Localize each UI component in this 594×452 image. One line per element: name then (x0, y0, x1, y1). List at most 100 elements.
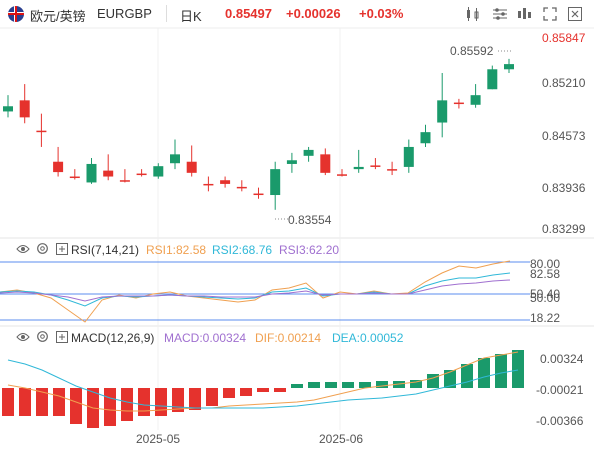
macd-histogram-bar (53, 388, 65, 416)
price-axis-label-top: 0.85847 (542, 31, 586, 45)
close-icon[interactable] (566, 5, 584, 23)
rsi1-line (0, 260, 511, 323)
macd-histogram-bar (410, 380, 422, 388)
price-axis-label: 0.83936 (542, 181, 586, 195)
candle-body (437, 100, 448, 123)
chart-type-icon[interactable] (464, 5, 482, 23)
rsi-title: RSI(7,14,21) (71, 243, 140, 257)
candle-body (487, 69, 498, 90)
candle-body (337, 174, 347, 176)
macd-histogram-bar (70, 388, 82, 424)
macd-histogram-bar (257, 388, 269, 392)
rsi-axis-label: 50.40 (530, 287, 561, 301)
flag-icon (8, 6, 24, 22)
rsi-axis-label: 18.22 (530, 311, 561, 325)
macd-histogram-bar (240, 388, 252, 396)
macd-histogram-bar (427, 374, 439, 388)
low-annotation: 0.83554 (288, 213, 332, 227)
macd-histogram-bar (512, 350, 524, 388)
candle-body (103, 170, 114, 177)
indicator-icon[interactable] (516, 5, 534, 23)
settings-gear-icon[interactable] (36, 242, 49, 258)
candle-body (470, 95, 481, 105)
rsi-series (0, 260, 511, 323)
pair-code[interactable]: EURGBP (97, 6, 152, 21)
candle-body (153, 166, 164, 177)
macd-series (2, 350, 524, 428)
macd-value: MACD:0.00324 (164, 331, 247, 345)
rsi3-value: RSI3:62.20 (279, 243, 340, 257)
macd-histogram-bar (342, 382, 354, 388)
x-axis-label: 2025-05 (136, 432, 181, 446)
candlestick-series (3, 50, 514, 220)
candle-body (69, 176, 80, 179)
pair-name[interactable]: 欧元/英镑 (30, 9, 86, 24)
price-axis-label: 0.83299 (542, 222, 586, 236)
macd-histogram-bar (478, 358, 490, 388)
candle-body (320, 154, 331, 173)
candle-body (504, 64, 514, 70)
macd-histogram-bar (104, 388, 116, 426)
candle-body (119, 180, 130, 182)
toolbar-divider (166, 5, 167, 22)
candle-body (370, 165, 381, 167)
macd-histogram-bar (325, 382, 337, 388)
rsi3-line (0, 279, 511, 302)
macd-axis-label: -0.00021 (536, 383, 584, 397)
settings-gear-icon[interactable] (36, 330, 49, 346)
rsi-axis-label: 80.00 (530, 257, 561, 271)
price-axis-label: 0.85210 (542, 76, 586, 90)
candle-body (453, 102, 464, 105)
candle-body (186, 161, 197, 173)
rsi2-value: RSI2:68.76 (212, 243, 273, 257)
macd-histogram-bar (359, 382, 371, 388)
candle-body (353, 166, 364, 170)
macd-histogram-bar (461, 364, 473, 388)
macd-histogram-bar (291, 384, 303, 388)
expand-icon[interactable] (56, 243, 68, 258)
macd-histogram-bar (155, 388, 167, 416)
settings-icon[interactable] (491, 5, 509, 23)
macd-histogram-bar (308, 382, 320, 388)
high-annotation: 0.85592 (450, 44, 494, 58)
candle-body (270, 169, 281, 196)
rsi1-value: RSI1:82.58 (146, 243, 207, 257)
macd-histogram-bar (138, 388, 150, 416)
macd-axis-label: 0.00324 (540, 352, 584, 366)
fullscreen-icon[interactable] (541, 5, 559, 23)
price-change-percent: +0.03% (359, 6, 404, 21)
candle-body (420, 132, 431, 144)
macd-histogram-bar (36, 388, 48, 416)
macd-histogram-bar (172, 388, 184, 412)
candle-body (53, 161, 64, 173)
rsi-axis-label: 82.58 (530, 267, 561, 281)
rsi-axis-label: 50.00 (530, 291, 561, 305)
candle-body (136, 173, 147, 176)
candle-body (86, 163, 97, 183)
candle-body (19, 100, 30, 118)
macd-histogram-bar (121, 388, 133, 421)
macd-histogram-bar (189, 388, 201, 410)
macd-axis-label: -0.00366 (536, 414, 584, 428)
candle-body (220, 180, 231, 184)
visibility-icon[interactable] (16, 331, 30, 346)
dea-value: DEA:0.00052 (332, 331, 404, 345)
price-change: +0.00026 (286, 6, 341, 21)
x-axis-label: 2025-06 (319, 432, 364, 446)
dif-value: DIF:0.00214 (255, 331, 322, 345)
period-selector[interactable]: 日K (180, 9, 202, 24)
visibility-icon[interactable] (16, 243, 30, 258)
candle-body (303, 149, 314, 156)
last-price: 0.85497 (225, 6, 272, 21)
expand-icon[interactable] (56, 331, 68, 346)
macd-histogram-bar (495, 354, 507, 388)
macd-histogram-bar (223, 388, 235, 398)
candle-body (203, 183, 214, 186)
candle-body (170, 154, 180, 164)
dea-line (7, 359, 519, 409)
candle-body (36, 130, 47, 133)
macd-histogram-bar (2, 388, 14, 416)
toolbar: 欧元/英镑 EURGBP 日K 0.85497 +0.00026 +0.03% (0, 0, 594, 28)
candle-body (387, 169, 398, 171)
